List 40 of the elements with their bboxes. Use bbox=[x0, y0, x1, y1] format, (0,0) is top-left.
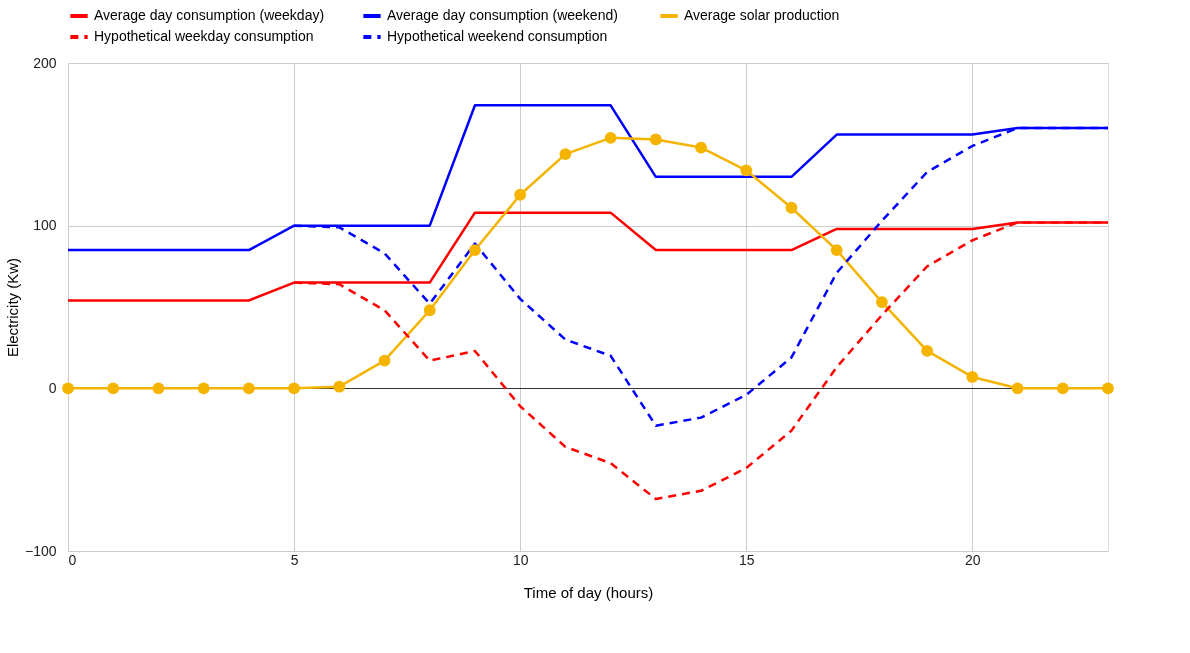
legend-label: Average solar production bbox=[684, 7, 840, 23]
y-tick-label: 200 bbox=[33, 54, 57, 71]
point bbox=[423, 304, 436, 317]
point bbox=[785, 201, 798, 214]
point bbox=[378, 354, 391, 367]
y-tick-label: 100 bbox=[33, 217, 57, 234]
point bbox=[242, 382, 255, 395]
point bbox=[1056, 382, 1069, 395]
y-axis-title: Electricity (Kw) bbox=[3, 257, 21, 358]
point bbox=[966, 371, 979, 383]
y-tick-label: −100 bbox=[24, 542, 57, 559]
legend-label: Hypothetical weekday consumption bbox=[94, 28, 314, 44]
point bbox=[152, 382, 165, 395]
legend-label: Average day consumption (weekday) bbox=[94, 7, 325, 23]
point bbox=[559, 148, 572, 160]
point bbox=[107, 382, 120, 395]
y-tick-label: 0 bbox=[48, 379, 57, 396]
point bbox=[514, 188, 527, 201]
x-tick-label: 15 bbox=[738, 551, 755, 568]
legend-label: Hypothetical weekend consumption bbox=[387, 28, 608, 44]
point bbox=[604, 131, 617, 144]
x-axis-title: Time of day (hours) bbox=[523, 583, 654, 601]
point bbox=[740, 164, 753, 177]
point bbox=[469, 244, 481, 256]
x-tick-label: 20 bbox=[965, 551, 981, 568]
point bbox=[649, 133, 662, 146]
legend-label: Average day consumption (weekend) bbox=[387, 7, 618, 23]
point bbox=[1011, 382, 1024, 395]
point bbox=[921, 345, 934, 357]
point bbox=[695, 141, 707, 154]
point bbox=[830, 244, 843, 256]
point bbox=[876, 296, 888, 309]
point bbox=[62, 382, 74, 395]
point bbox=[288, 382, 300, 395]
x-tick-label: 0 bbox=[68, 551, 77, 568]
point bbox=[333, 380, 346, 393]
point bbox=[197, 382, 210, 395]
point bbox=[1102, 382, 1114, 395]
x-tick-label: 10 bbox=[512, 551, 529, 568]
x-tick-label: 5 bbox=[290, 551, 299, 568]
